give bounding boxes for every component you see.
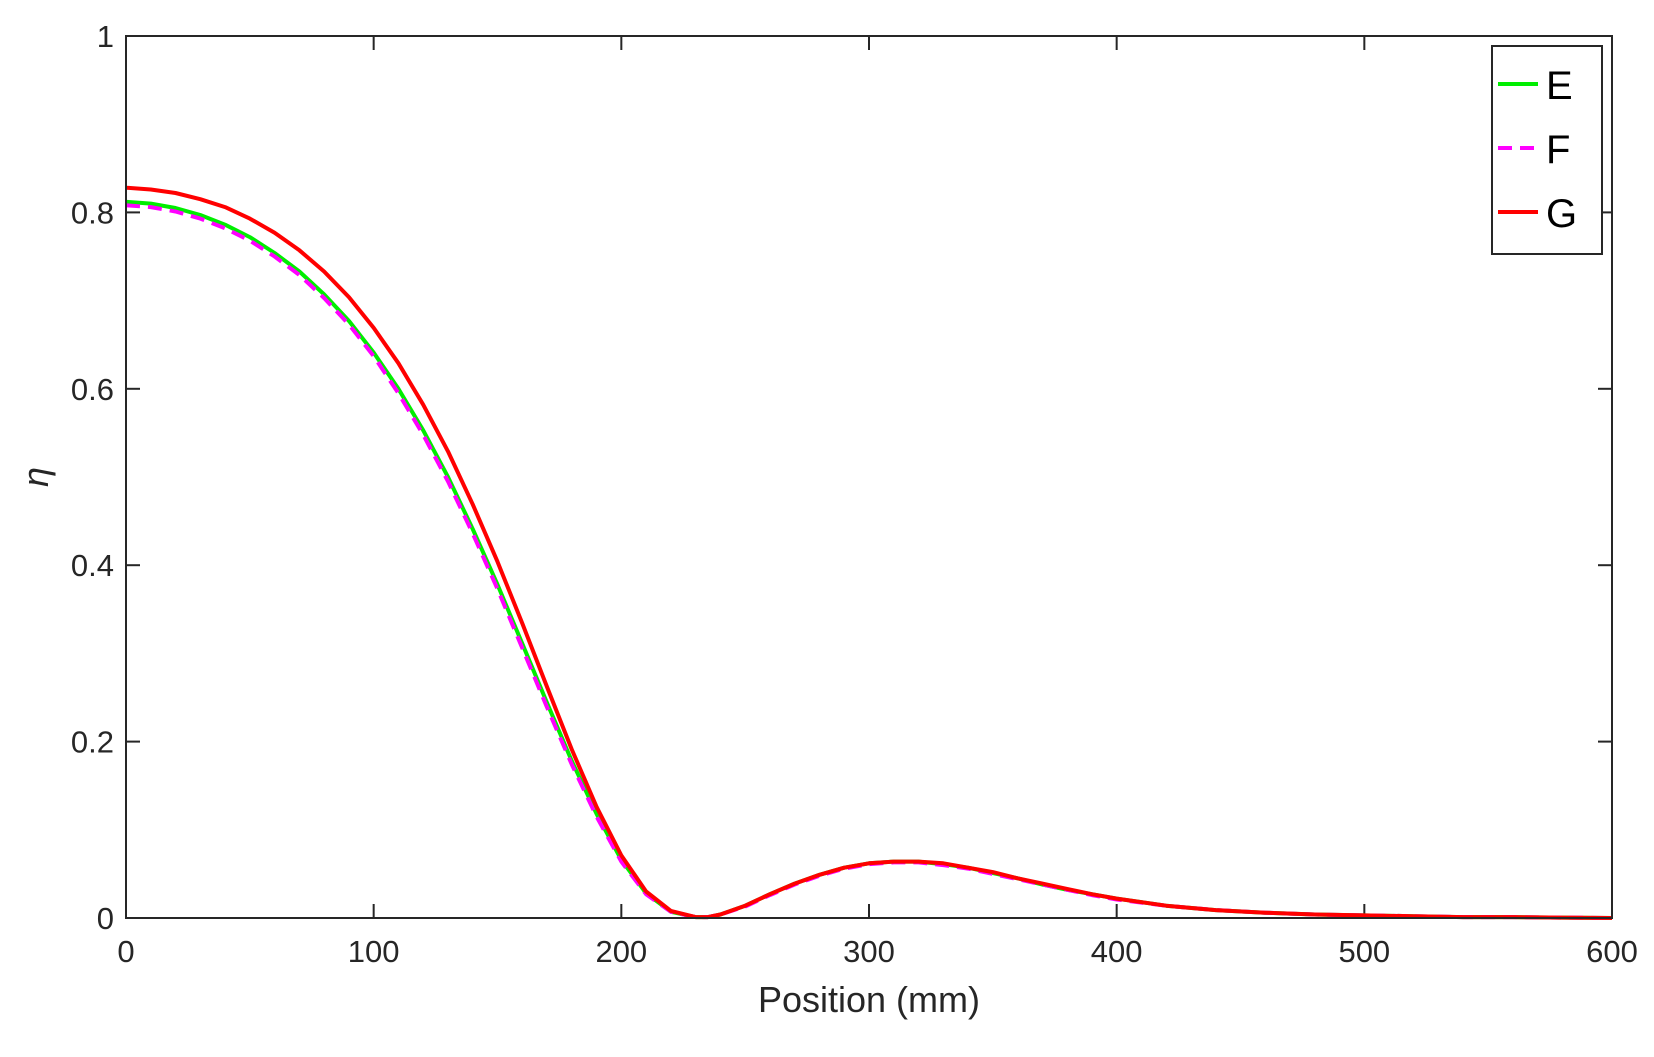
y-tick-label-2: 0.4: [71, 548, 114, 583]
y-tick-label-1: 0.2: [71, 725, 114, 760]
y-tick-label-4: 0.8: [71, 195, 114, 230]
series-layer: [125, 185, 1613, 920]
y-axis-label: η: [15, 467, 56, 487]
x-tick-label-3: 300: [843, 934, 895, 969]
series-line-G: [125, 185, 1613, 920]
x-tick-label-6: 600: [1586, 934, 1638, 969]
y-tick-label-3: 0.6: [71, 372, 114, 407]
tick-labels-layer: 0 100 200 300 400 500 600 0 0.2 0.4 0.6 0.8 1: [71, 19, 1638, 969]
ticks-layer: [125, 35, 1613, 919]
series-line-F: [125, 203, 1613, 920]
legend-label-G: G: [1546, 192, 1577, 236]
legend-label-E: E: [1546, 64, 1573, 108]
x-tick-label-4: 400: [1091, 934, 1143, 969]
x-tick-label-5: 500: [1338, 934, 1390, 969]
x-tick-label-0: 0: [117, 934, 134, 969]
legend-label-F: F: [1546, 128, 1570, 172]
series-line-E: [125, 199, 1613, 920]
y-tick-label-5: 1: [97, 19, 114, 54]
x-axis-label: Position (mm): [758, 979, 980, 1020]
x-tick-label-1: 100: [348, 934, 400, 969]
legend: EFG: [1491, 45, 1603, 255]
x-tick-label-2: 200: [595, 934, 647, 969]
y-tick-label-0: 0: [97, 901, 114, 936]
plot-frame: [125, 35, 1613, 919]
